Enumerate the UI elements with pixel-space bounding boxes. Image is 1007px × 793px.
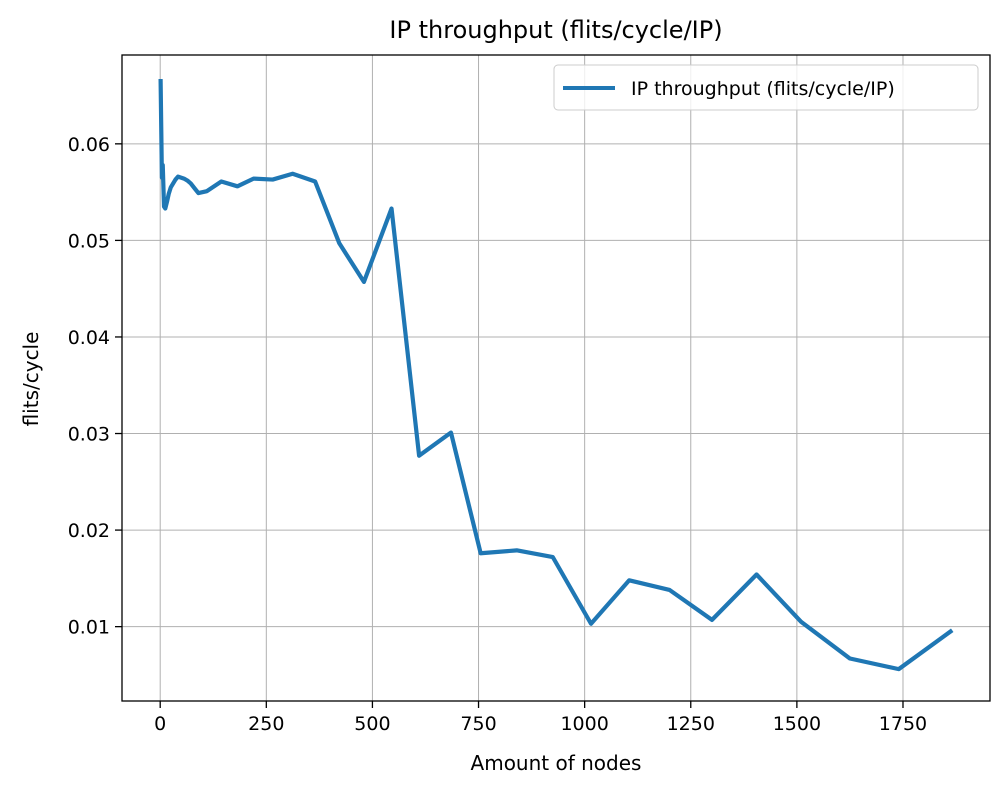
x-tick-label: 1500	[773, 713, 821, 735]
y-tick-label: 0.02	[68, 520, 110, 542]
legend-box	[553, 64, 979, 111]
y-tick-label: 0.03	[68, 424, 110, 446]
y-axis-title: flits/cycle	[19, 332, 43, 427]
chart-title: IP throughput (flits/cycle/IP)	[389, 16, 722, 44]
x-tick-label: 250	[248, 713, 284, 735]
plot-frame	[121, 54, 991, 702]
grid	[122, 55, 990, 701]
legend: IP throughput (flits/cycle/IP)	[553, 64, 979, 111]
series-layer	[158, 78, 954, 672]
x-tick-label: 1250	[667, 713, 715, 735]
y-tick-label: 0.05	[68, 230, 110, 252]
x-tick-label: 1750	[879, 713, 927, 735]
x-tick-label: 500	[354, 713, 390, 735]
y-tick-label: 0.06	[68, 134, 110, 156]
x-tick-label: 1000	[560, 713, 608, 735]
x-tick-label: 0	[154, 713, 166, 735]
ticks: 0 250 500 750 1000 1250 1500 1750 0.01 0.02 0.03 0.…	[68, 134, 927, 735]
y-tick-label: 0.01	[68, 617, 110, 639]
legend-label: IP throughput (flits/cycle/IP)	[631, 78, 895, 100]
y-tick-label: 0.04	[68, 327, 110, 349]
x-axis-title: Amount of nodes	[471, 751, 642, 775]
x-tick-label: 750	[460, 713, 496, 735]
series-line	[158, 78, 954, 672]
